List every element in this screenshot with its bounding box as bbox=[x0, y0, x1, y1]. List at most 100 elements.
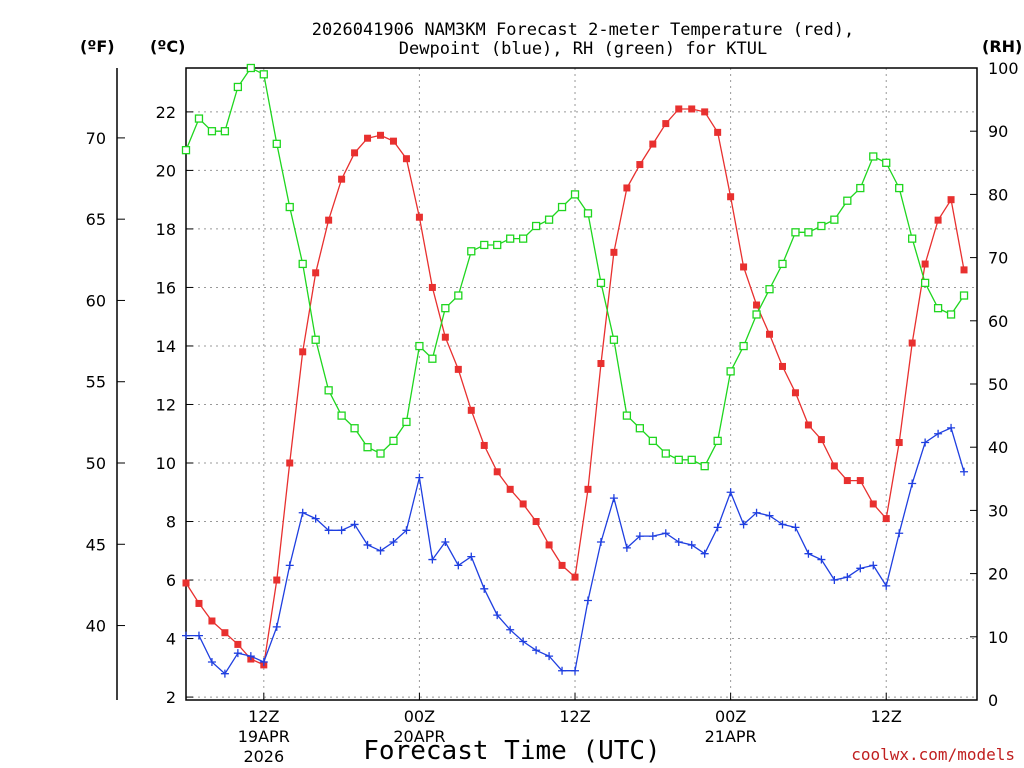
celsius-unit-label: (ºC) bbox=[150, 37, 185, 56]
rh-tick-label: 90 bbox=[988, 122, 1008, 141]
x-tick-hour-label: 00Z bbox=[715, 707, 746, 726]
temperature-point bbox=[869, 500, 877, 508]
rh-point bbox=[544, 215, 554, 224]
rh-point bbox=[856, 183, 865, 193]
temperature-point bbox=[610, 248, 618, 256]
rh-point bbox=[181, 146, 191, 155]
dewpoint-point bbox=[726, 488, 735, 497]
rh-point bbox=[557, 202, 567, 212]
rh-point bbox=[933, 304, 943, 313]
dewpoint-point bbox=[324, 526, 333, 535]
dewpoint-point bbox=[207, 657, 216, 666]
dewpoint-point bbox=[182, 631, 190, 640]
dewpoint-point bbox=[583, 596, 592, 605]
rh-tick-label: 30 bbox=[988, 501, 1008, 520]
dewpoint-point bbox=[791, 523, 800, 532]
f-tick-label: 45 bbox=[86, 535, 106, 554]
rh-tick-label: 100 bbox=[988, 59, 1019, 78]
rh-point bbox=[830, 215, 839, 224]
rh-point bbox=[311, 335, 320, 344]
dewpoint-point bbox=[752, 508, 761, 517]
rh-point bbox=[220, 127, 230, 136]
dewpoint-point bbox=[233, 649, 242, 658]
temperature-point bbox=[817, 436, 825, 444]
c-tick-label: 10 bbox=[156, 454, 176, 473]
x-tick-hour-label: 12Z bbox=[871, 707, 902, 726]
rh-point bbox=[467, 247, 476, 256]
temperature-point bbox=[480, 441, 488, 449]
dewpoint-point bbox=[194, 631, 203, 640]
temperature-point bbox=[727, 193, 735, 201]
temperature-point bbox=[597, 360, 605, 368]
credit-link[interactable]: coolwx.com/models bbox=[851, 745, 1015, 764]
dewpoint-point bbox=[298, 508, 307, 517]
dewpoint-point bbox=[778, 520, 787, 529]
rh-point bbox=[480, 240, 489, 250]
temperature-point bbox=[312, 269, 320, 277]
rh-point bbox=[920, 278, 930, 288]
temperature-point bbox=[182, 579, 190, 587]
rh-point bbox=[259, 70, 268, 79]
rh-point bbox=[765, 285, 774, 294]
rh-point bbox=[661, 449, 670, 458]
rh-axis: 0 10 20 30 40 50 60 70 80 90 100 bbox=[970, 59, 1019, 710]
f-tick-label: 60 bbox=[86, 291, 106, 310]
dewpoint-point bbox=[921, 438, 930, 447]
rh-point bbox=[493, 240, 502, 250]
c-tick-label: 8 bbox=[166, 513, 176, 532]
rh-point bbox=[363, 443, 372, 452]
temperature-point bbox=[740, 263, 748, 271]
rh-point bbox=[946, 310, 956, 319]
dewpoint-point bbox=[220, 669, 229, 678]
rh-tick-label: 40 bbox=[988, 438, 1008, 457]
dewpoint-point bbox=[843, 573, 852, 582]
plot-frame bbox=[185, 67, 978, 701]
temperature-point bbox=[286, 459, 294, 467]
temperature-point bbox=[273, 576, 281, 584]
rh-point bbox=[739, 341, 748, 351]
rh-point bbox=[622, 411, 632, 420]
f-tick-label: 40 bbox=[86, 617, 106, 636]
temperature-point bbox=[493, 468, 501, 476]
temperature-point bbox=[791, 389, 799, 397]
rh-tick-label: 0 bbox=[988, 691, 998, 710]
dewpoint-point bbox=[363, 540, 372, 549]
dewpoint-point bbox=[519, 637, 528, 646]
temperature-point bbox=[325, 216, 333, 224]
dewpoint-point bbox=[376, 546, 385, 555]
temperature-point bbox=[195, 599, 203, 607]
dewpoint-point bbox=[856, 564, 865, 573]
temperature-point bbox=[701, 108, 709, 116]
rh-point bbox=[246, 63, 255, 73]
temperature-point bbox=[843, 477, 851, 485]
temperature-point bbox=[221, 629, 229, 637]
temperature-point bbox=[882, 515, 890, 523]
temperature-point bbox=[636, 161, 644, 169]
dewpoint-point bbox=[259, 657, 268, 666]
dewpoint-point bbox=[480, 584, 489, 593]
fahrenheit-unit-label: (ºF) bbox=[80, 37, 115, 56]
rh-point bbox=[570, 190, 580, 199]
temperature-point bbox=[558, 561, 566, 569]
dewpoint-point bbox=[415, 473, 424, 482]
c-tick-label: 16 bbox=[156, 278, 176, 297]
temperature-point bbox=[934, 216, 942, 224]
dewpoint-point bbox=[739, 520, 748, 529]
temperature-point bbox=[364, 134, 372, 142]
dewpoint-point bbox=[687, 540, 696, 549]
grid-lines bbox=[186, 68, 977, 700]
temperature-point bbox=[571, 573, 579, 581]
temperature-point bbox=[921, 260, 929, 268]
x-tick-date-label: 19APR bbox=[238, 727, 290, 746]
temperature-point bbox=[714, 128, 722, 136]
dewpoint-point bbox=[804, 549, 813, 558]
rh-point bbox=[817, 221, 826, 231]
temperature-point bbox=[415, 213, 423, 221]
dewpoint-point bbox=[661, 529, 670, 538]
c-tick-label: 14 bbox=[156, 337, 176, 356]
rh-point bbox=[700, 462, 709, 471]
dewpoint-point bbox=[441, 538, 450, 546]
c-tick-label: 20 bbox=[156, 161, 176, 180]
temperature-point bbox=[753, 301, 761, 309]
